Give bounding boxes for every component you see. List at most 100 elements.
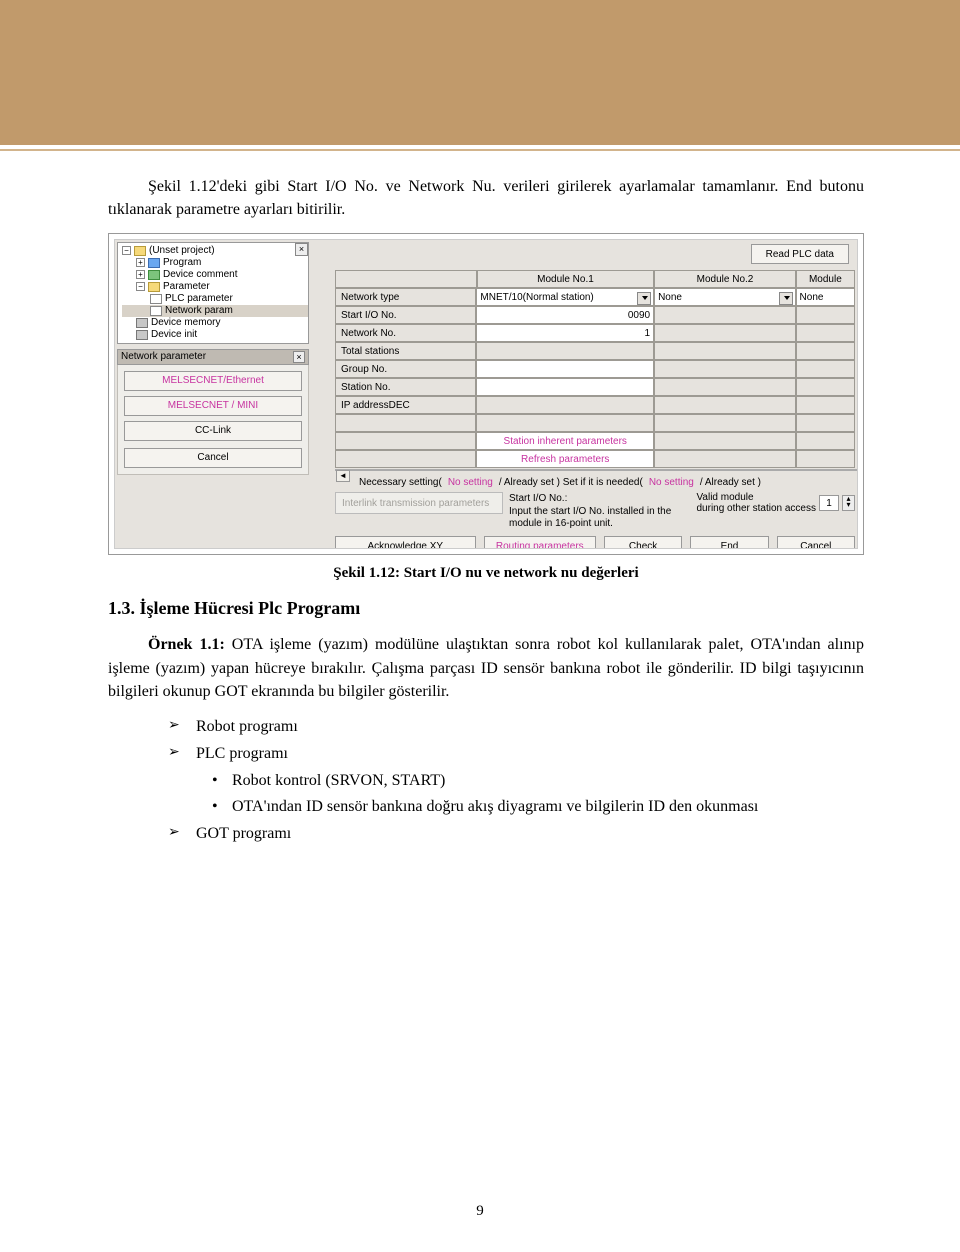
info-line: Start I/O No.: [509, 493, 690, 506]
tree-expand-icon[interactable]: + [136, 270, 145, 279]
figure-frame: × − (Unset project) + Program + D [108, 233, 864, 555]
cell-value: None [800, 292, 824, 303]
network-type-cell[interactable]: None [796, 288, 855, 306]
grid-row: Group No. [335, 360, 855, 378]
grid-link-cell[interactable]: Station inherent parameters [476, 432, 654, 450]
grid-row: IP addressDEC [335, 396, 855, 414]
grid-row: Start I/O No. 0090 [335, 306, 855, 324]
document-icon [150, 306, 162, 316]
legend-text: / Already set ) [700, 477, 761, 488]
end-button[interactable]: End [690, 536, 768, 549]
setting-legend: Necessary setting( No setting / Already … [359, 477, 855, 488]
grid-label: Network No. [335, 324, 476, 342]
network-no-input[interactable]: 1 [476, 324, 654, 342]
memory-icon [136, 318, 148, 328]
station-no-input[interactable] [476, 378, 654, 396]
tree-expand-icon[interactable]: + [136, 258, 145, 267]
valid-module-box: Valid module during other station access… [696, 492, 855, 514]
check-button[interactable]: Check [604, 536, 682, 549]
grid-row: Network type MNET/10(Normal station) Non… [335, 288, 855, 306]
palette-title-text: Network parameter [121, 351, 206, 363]
screenshot-right-column: Read PLC data Module No.1 Module No.2 Mo… [311, 240, 857, 548]
tree-row[interactable]: Device init [122, 329, 308, 341]
interlink-button-disabled: Interlink transmission parameters [335, 492, 503, 514]
group-no-input[interactable] [476, 360, 654, 378]
tree-row[interactable]: Device memory [122, 317, 308, 329]
tree-row[interactable]: PLC parameter [122, 293, 308, 305]
document-icon [150, 294, 162, 304]
cancel-button[interactable]: Cancel [777, 536, 855, 549]
screenshot-left-column: × − (Unset project) + Program + D [115, 240, 311, 548]
legend-nosetting: No setting [448, 477, 493, 488]
grid-label: Network type [335, 288, 476, 306]
link-text: Station inherent parameters [480, 436, 650, 447]
network-type-dropdown[interactable]: MNET/10(Normal station) [476, 288, 654, 306]
grid-label: IP addressDEC [335, 396, 476, 414]
intro-text: Şekil 1.12'deki gibi Start I/O No. ve Ne… [108, 178, 864, 218]
cell-value: 1 [645, 328, 651, 339]
cell-value: 0090 [628, 310, 650, 321]
list-item-text: Robot programı [196, 718, 298, 735]
routing-params-button[interactable]: Routing parameters [484, 536, 596, 549]
tree-label: PLC parameter [165, 293, 233, 304]
close-icon[interactable]: × [293, 351, 305, 363]
grid-cell-disabled [796, 378, 855, 396]
tree-label: Network param [165, 305, 233, 316]
folder-icon [148, 282, 160, 292]
valid-label-line: Valid module [696, 492, 816, 503]
header-divider [0, 149, 960, 151]
grid-cell-disabled [654, 414, 795, 432]
grid-cell-disabled [476, 414, 654, 432]
tree-label: (Unset project) [149, 245, 215, 256]
grid-header-row: Module No.1 Module No.2 Module [335, 270, 855, 288]
list-item: PLC programı [168, 742, 864, 767]
list-item-text: PLC programı [196, 745, 288, 762]
grid-cell-disabled [654, 378, 795, 396]
grid-cell-disabled [796, 342, 855, 360]
tree-expand-icon[interactable]: − [136, 282, 145, 291]
palette-button-cancel[interactable]: Cancel [124, 448, 302, 468]
palette-button-melsecnet-eth[interactable]: MELSECNET/Ethernet [124, 371, 302, 391]
tree-row[interactable]: − Parameter [122, 281, 308, 293]
tree-row[interactable]: + Device comment [122, 269, 308, 281]
list-item-text: Robot kontrol (SRVON, START) [232, 772, 445, 789]
info-text: Start I/O No.: Input the start I/O No. i… [509, 492, 690, 531]
grid-cell-disabled [796, 306, 855, 324]
valid-module-label: Valid module during other station access [696, 492, 816, 514]
network-param-palette: Network parameter × MELSECNET/Ethernet M… [117, 349, 309, 475]
grid-cell-disabled [796, 414, 855, 432]
grid-row: Network No. 1 [335, 324, 855, 342]
tree-row[interactable]: − (Unset project) [122, 245, 308, 257]
grid-cell-disabled [654, 306, 795, 324]
grid-cell-disabled [654, 324, 795, 342]
valid-module-value[interactable]: 1 [819, 495, 839, 511]
palette-button-melsecnet-mini[interactable]: MELSECNET / MINI [124, 396, 302, 416]
link-text: Refresh parameters [480, 454, 650, 465]
list-item: Robot programı [168, 715, 864, 740]
tree-row[interactable]: + Program [122, 257, 308, 269]
horizontal-scrollbar[interactable]: ◄ ► [335, 469, 857, 471]
tree-label: Device init [151, 329, 197, 340]
tree-expand-icon[interactable]: − [122, 246, 131, 255]
tree-close-icon[interactable]: × [295, 243, 308, 256]
grid-label: Station No. [335, 378, 476, 396]
spinner-icon[interactable]: ▴▾ [842, 495, 855, 511]
read-plc-button[interactable]: Read PLC data [751, 244, 849, 264]
ack-xy-button[interactable]: Acknowledge XY assignment [335, 536, 476, 549]
grid-row: Station No. [335, 378, 855, 396]
network-type-dropdown[interactable]: None [654, 288, 795, 306]
grid-label-blank [335, 414, 476, 432]
start-io-input[interactable]: 0090 [476, 306, 654, 324]
figure-caption: Şekil 1.12: Start I/O nu ve network nu d… [108, 565, 864, 582]
legend-text: / Already set ) Set if it is needed( [499, 477, 643, 488]
grid-row [335, 414, 855, 432]
palette-button-cclink[interactable]: CC-Link [124, 421, 302, 441]
device-icon [148, 270, 160, 280]
grid-label-blank [335, 450, 476, 468]
tree-row-selected[interactable]: Network param [122, 305, 308, 317]
grid-link-cell[interactable]: Refresh parameters [476, 450, 654, 468]
legend-text: Necessary setting( [359, 477, 442, 488]
scroll-left-icon[interactable]: ◄ [336, 470, 350, 482]
tree-label: Device memory [151, 317, 220, 328]
list-subitem: OTA'ından ID sensör bankına doğru akış d… [168, 795, 864, 820]
